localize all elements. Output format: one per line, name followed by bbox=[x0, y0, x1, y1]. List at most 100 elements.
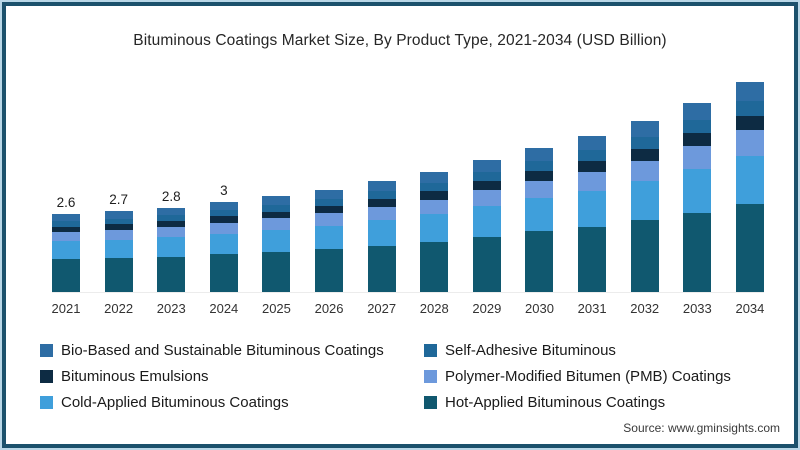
bar-segment bbox=[525, 147, 554, 161]
bar-segment bbox=[525, 170, 554, 182]
bar-segment bbox=[735, 100, 764, 116]
bar-segment bbox=[104, 258, 133, 292]
bar-segment bbox=[52, 259, 80, 292]
bar-segment bbox=[262, 196, 291, 206]
x-axis-label: 2031 bbox=[577, 301, 607, 316]
bar-segment bbox=[472, 171, 501, 182]
bar-segment bbox=[735, 115, 764, 131]
bar-segment bbox=[683, 169, 712, 213]
bar-segment bbox=[420, 172, 449, 183]
bar-2030: 2030 bbox=[525, 147, 554, 316]
x-axis-label: 2029 bbox=[472, 301, 502, 316]
bar-2022: 2.7 2022 bbox=[104, 192, 133, 316]
bar-2031: 2031 bbox=[578, 136, 607, 316]
legend-item: Bituminous Emulsions bbox=[40, 368, 414, 385]
legend-swatch-icon bbox=[40, 370, 53, 383]
bar-segment bbox=[683, 212, 712, 292]
x-axis-label: 2034 bbox=[735, 301, 765, 316]
bar-segment bbox=[262, 205, 291, 212]
bar-segment bbox=[578, 190, 607, 227]
bar-segment bbox=[315, 189, 344, 200]
bar-2029: 2029 bbox=[472, 159, 501, 316]
legend-label: Cold-Applied Bituminous Coatings bbox=[61, 394, 289, 411]
bar-segment bbox=[630, 121, 659, 137]
bar-segment bbox=[262, 211, 291, 219]
bar-segment bbox=[104, 211, 133, 219]
bar-segment bbox=[683, 146, 712, 169]
bar-segment bbox=[735, 82, 764, 101]
legend-item: Self-Adhesive Bituminous bbox=[424, 342, 780, 359]
legend-swatch-icon bbox=[40, 396, 53, 409]
bar-segment bbox=[157, 237, 186, 257]
bar-segment bbox=[52, 232, 80, 242]
x-axis-label: 2033 bbox=[682, 301, 712, 316]
bar-2024: 3 2024 bbox=[209, 183, 238, 316]
bar-segment bbox=[578, 226, 607, 292]
legend-swatch-icon bbox=[40, 344, 53, 357]
bar-segment bbox=[630, 181, 659, 221]
x-axis-label: 2027 bbox=[367, 301, 397, 316]
x-axis-label: 2030 bbox=[525, 301, 554, 316]
bar-segment bbox=[262, 218, 291, 230]
bar-value-label: 3 bbox=[220, 183, 228, 199]
bar-segment bbox=[735, 130, 764, 156]
legend-label: Hot-Applied Bituminous Coatings bbox=[445, 394, 666, 411]
bar-segment bbox=[367, 220, 396, 246]
bar-2033: 2033 bbox=[683, 102, 712, 316]
bar-segment bbox=[52, 226, 80, 233]
bar-segment bbox=[367, 199, 396, 207]
legend-label: Polymer-Modified Bitumen (PMB) Coatings bbox=[445, 368, 731, 385]
x-axis-label: 2028 bbox=[419, 301, 449, 316]
bar-segment bbox=[420, 214, 449, 242]
bar-segment bbox=[209, 202, 238, 211]
bar-segment bbox=[209, 210, 238, 217]
bar-2025: 2025 bbox=[262, 196, 291, 316]
bar-segment bbox=[525, 181, 554, 199]
x-axis-label: 2024 bbox=[209, 301, 239, 316]
legend-item: Bio-Based and Sustainable Bituminous Coa… bbox=[40, 342, 414, 359]
x-axis-label: 2023 bbox=[156, 301, 186, 316]
bar-segment bbox=[367, 206, 396, 220]
bar-segment bbox=[209, 216, 238, 223]
bar-segment bbox=[420, 182, 449, 192]
bar-segment bbox=[683, 119, 712, 134]
bar-segment bbox=[209, 233, 238, 255]
bar-segment bbox=[472, 159, 501, 172]
bar-2034: 2034 bbox=[735, 82, 764, 316]
legend-swatch-icon bbox=[424, 344, 437, 357]
bar-2023: 2.8 2023 bbox=[157, 188, 186, 316]
bar-segment bbox=[472, 236, 501, 292]
bar-segment bbox=[104, 229, 133, 240]
bar-segment bbox=[367, 191, 396, 200]
bar-2032: 2032 bbox=[630, 121, 659, 316]
bar-segment bbox=[578, 161, 607, 173]
legend-swatch-icon bbox=[424, 396, 437, 409]
legend-label: Bituminous Emulsions bbox=[61, 368, 209, 385]
source-attribution: Source: www.gminsights.com bbox=[623, 421, 780, 435]
bar-segment bbox=[525, 231, 554, 292]
bar-2027: 2027 bbox=[367, 181, 396, 316]
bar-value-label: 2.8 bbox=[161, 188, 181, 204]
bar-segment bbox=[420, 191, 449, 200]
bar-segment bbox=[157, 256, 186, 292]
bar-segment bbox=[578, 172, 607, 191]
bar-segment bbox=[315, 213, 344, 226]
bar-segment bbox=[630, 136, 659, 149]
bar-segment bbox=[683, 133, 712, 147]
bar-value-label: 2.7 bbox=[109, 192, 128, 208]
bar-segment bbox=[315, 199, 344, 207]
x-axis-label: 2021 bbox=[51, 301, 81, 316]
bar-segment bbox=[630, 148, 659, 161]
bar-2021: 2.6 2021 bbox=[52, 195, 81, 316]
bar-segment bbox=[52, 214, 80, 222]
bar-segment bbox=[525, 198, 554, 232]
bar-segment bbox=[578, 150, 607, 162]
bar-segment bbox=[262, 251, 291, 292]
bar-segment bbox=[420, 241, 449, 292]
x-axis-label: 2025 bbox=[261, 301, 291, 316]
bar-2026: 2026 bbox=[315, 189, 344, 316]
legend-label: Bio-Based and Sustainable Bituminous Coa… bbox=[61, 342, 384, 359]
bar-segment bbox=[315, 249, 344, 292]
